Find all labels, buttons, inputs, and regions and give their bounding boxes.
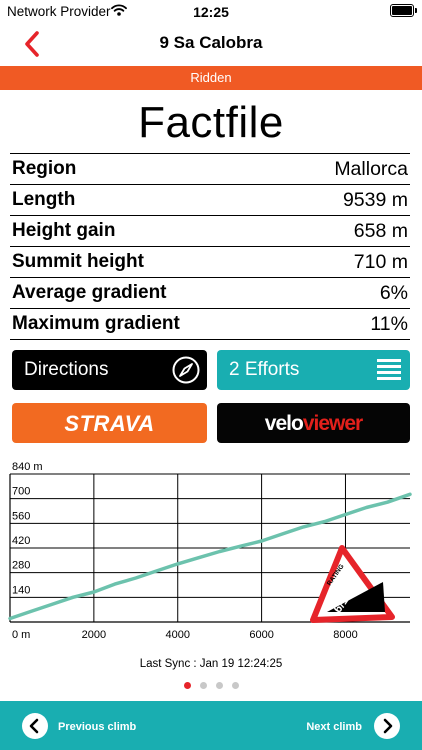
y-tick-label: 140 — [12, 584, 30, 596]
back-button[interactable] — [18, 29, 48, 59]
strava-logo: STRAVA — [64, 411, 155, 436]
veloviewer-logo-velo: velo — [264, 412, 304, 435]
fact-row-height-gain: Height gain 658 m — [10, 216, 410, 247]
page-dot[interactable] — [231, 682, 239, 689]
fact-value: 11% — [370, 312, 408, 335]
navigation-bar: 9 Sa Calobra — [0, 24, 422, 64]
x-tick-label: 2000 — [82, 629, 106, 641]
page-dot[interactable] — [183, 682, 191, 689]
y-tick-label: 420 — [12, 535, 30, 547]
status-bar: Network Provider 12:25 — [0, 0, 422, 24]
directions-button[interactable]: Directions — [12, 350, 207, 390]
fact-row-length: Length 9539 m — [10, 185, 410, 216]
carrier-name: Network Provider — [7, 4, 111, 19]
fact-value: 6% — [379, 281, 408, 304]
fact-label: Region — [12, 158, 77, 179]
efforts-label: 2 Efforts — [229, 359, 300, 380]
fact-row-summit-height: Summit height 710 m — [10, 247, 410, 278]
directions-label: Directions — [24, 359, 109, 380]
previous-climb-label[interactable]: Previous climb — [58, 721, 137, 733]
rating-slope-icon — [327, 582, 385, 612]
strava-button[interactable]: STRAVA — [12, 403, 207, 443]
page-title: 9 Sa Calobra — [159, 33, 263, 52]
y-tick-label: 840 m — [12, 462, 43, 473]
fact-value: 658 m — [353, 219, 408, 242]
chevron-right-icon — [383, 718, 393, 734]
page-dot[interactable] — [215, 682, 223, 689]
chevron-left-icon — [25, 31, 39, 57]
fact-label: Average gradient — [12, 282, 167, 303]
y-tick-label: 560 — [12, 510, 30, 522]
next-climb-label[interactable]: Next climb — [306, 721, 362, 733]
fact-label: Length — [12, 189, 76, 210]
factfile-heading: Factfile — [138, 98, 284, 147]
fact-value: Mallorca — [334, 157, 408, 180]
list-icon — [374, 355, 404, 385]
last-sync-text: Last Sync : Jan 19 12:24:25 — [139, 658, 283, 670]
fact-label: Summit height — [12, 251, 144, 272]
factfile-table: Region Mallorca Length 9539 m Height gai… — [10, 153, 410, 340]
x-tick-label: 0 m — [12, 629, 30, 641]
elevation-profile-chart: 140 280 420 560 700 840 m 0 m 2000 4000 6000 8000 R… — [8, 462, 412, 641]
veloviewer-logo: veloviewer — [217, 412, 410, 436]
y-tick-label: 700 — [12, 486, 30, 498]
x-tick-label: 4000 — [165, 629, 189, 641]
x-tick-label: 8000 — [333, 629, 357, 641]
veloviewer-button[interactable]: veloviewer — [217, 403, 410, 443]
efforts-button[interactable]: 2 Efforts — [217, 350, 410, 390]
page-dot[interactable] — [199, 682, 207, 689]
battery-icon — [390, 4, 417, 17]
page-indicator — [0, 682, 422, 689]
previous-climb-button[interactable] — [22, 713, 48, 739]
y-tick-label: 280 — [12, 560, 30, 572]
elevation-line — [8, 492, 412, 621]
fact-row-maximum-gradient: Maximum gradient 11% — [10, 309, 410, 340]
wifi-icon — [111, 4, 127, 19]
x-tick-label: 6000 — [249, 629, 273, 641]
fact-label: Maximum gradient — [12, 313, 180, 334]
compass-icon — [171, 355, 201, 385]
fact-row-region: Region Mallorca — [10, 154, 410, 185]
status-time: 12:25 — [193, 4, 229, 20]
fact-row-average-gradient: Average gradient 6% — [10, 278, 410, 309]
climb-navigation-bar: Previous climb Next climb — [0, 701, 422, 750]
fact-label: Height gain — [12, 220, 116, 241]
fact-value: 710 m — [353, 250, 408, 273]
veloviewer-logo-viewer: viewer — [302, 412, 363, 435]
fact-value: 9539 m — [342, 188, 408, 211]
ridden-banner: Ridden — [0, 66, 422, 90]
chevron-left-icon — [29, 718, 39, 734]
next-climb-button[interactable] — [374, 713, 400, 739]
